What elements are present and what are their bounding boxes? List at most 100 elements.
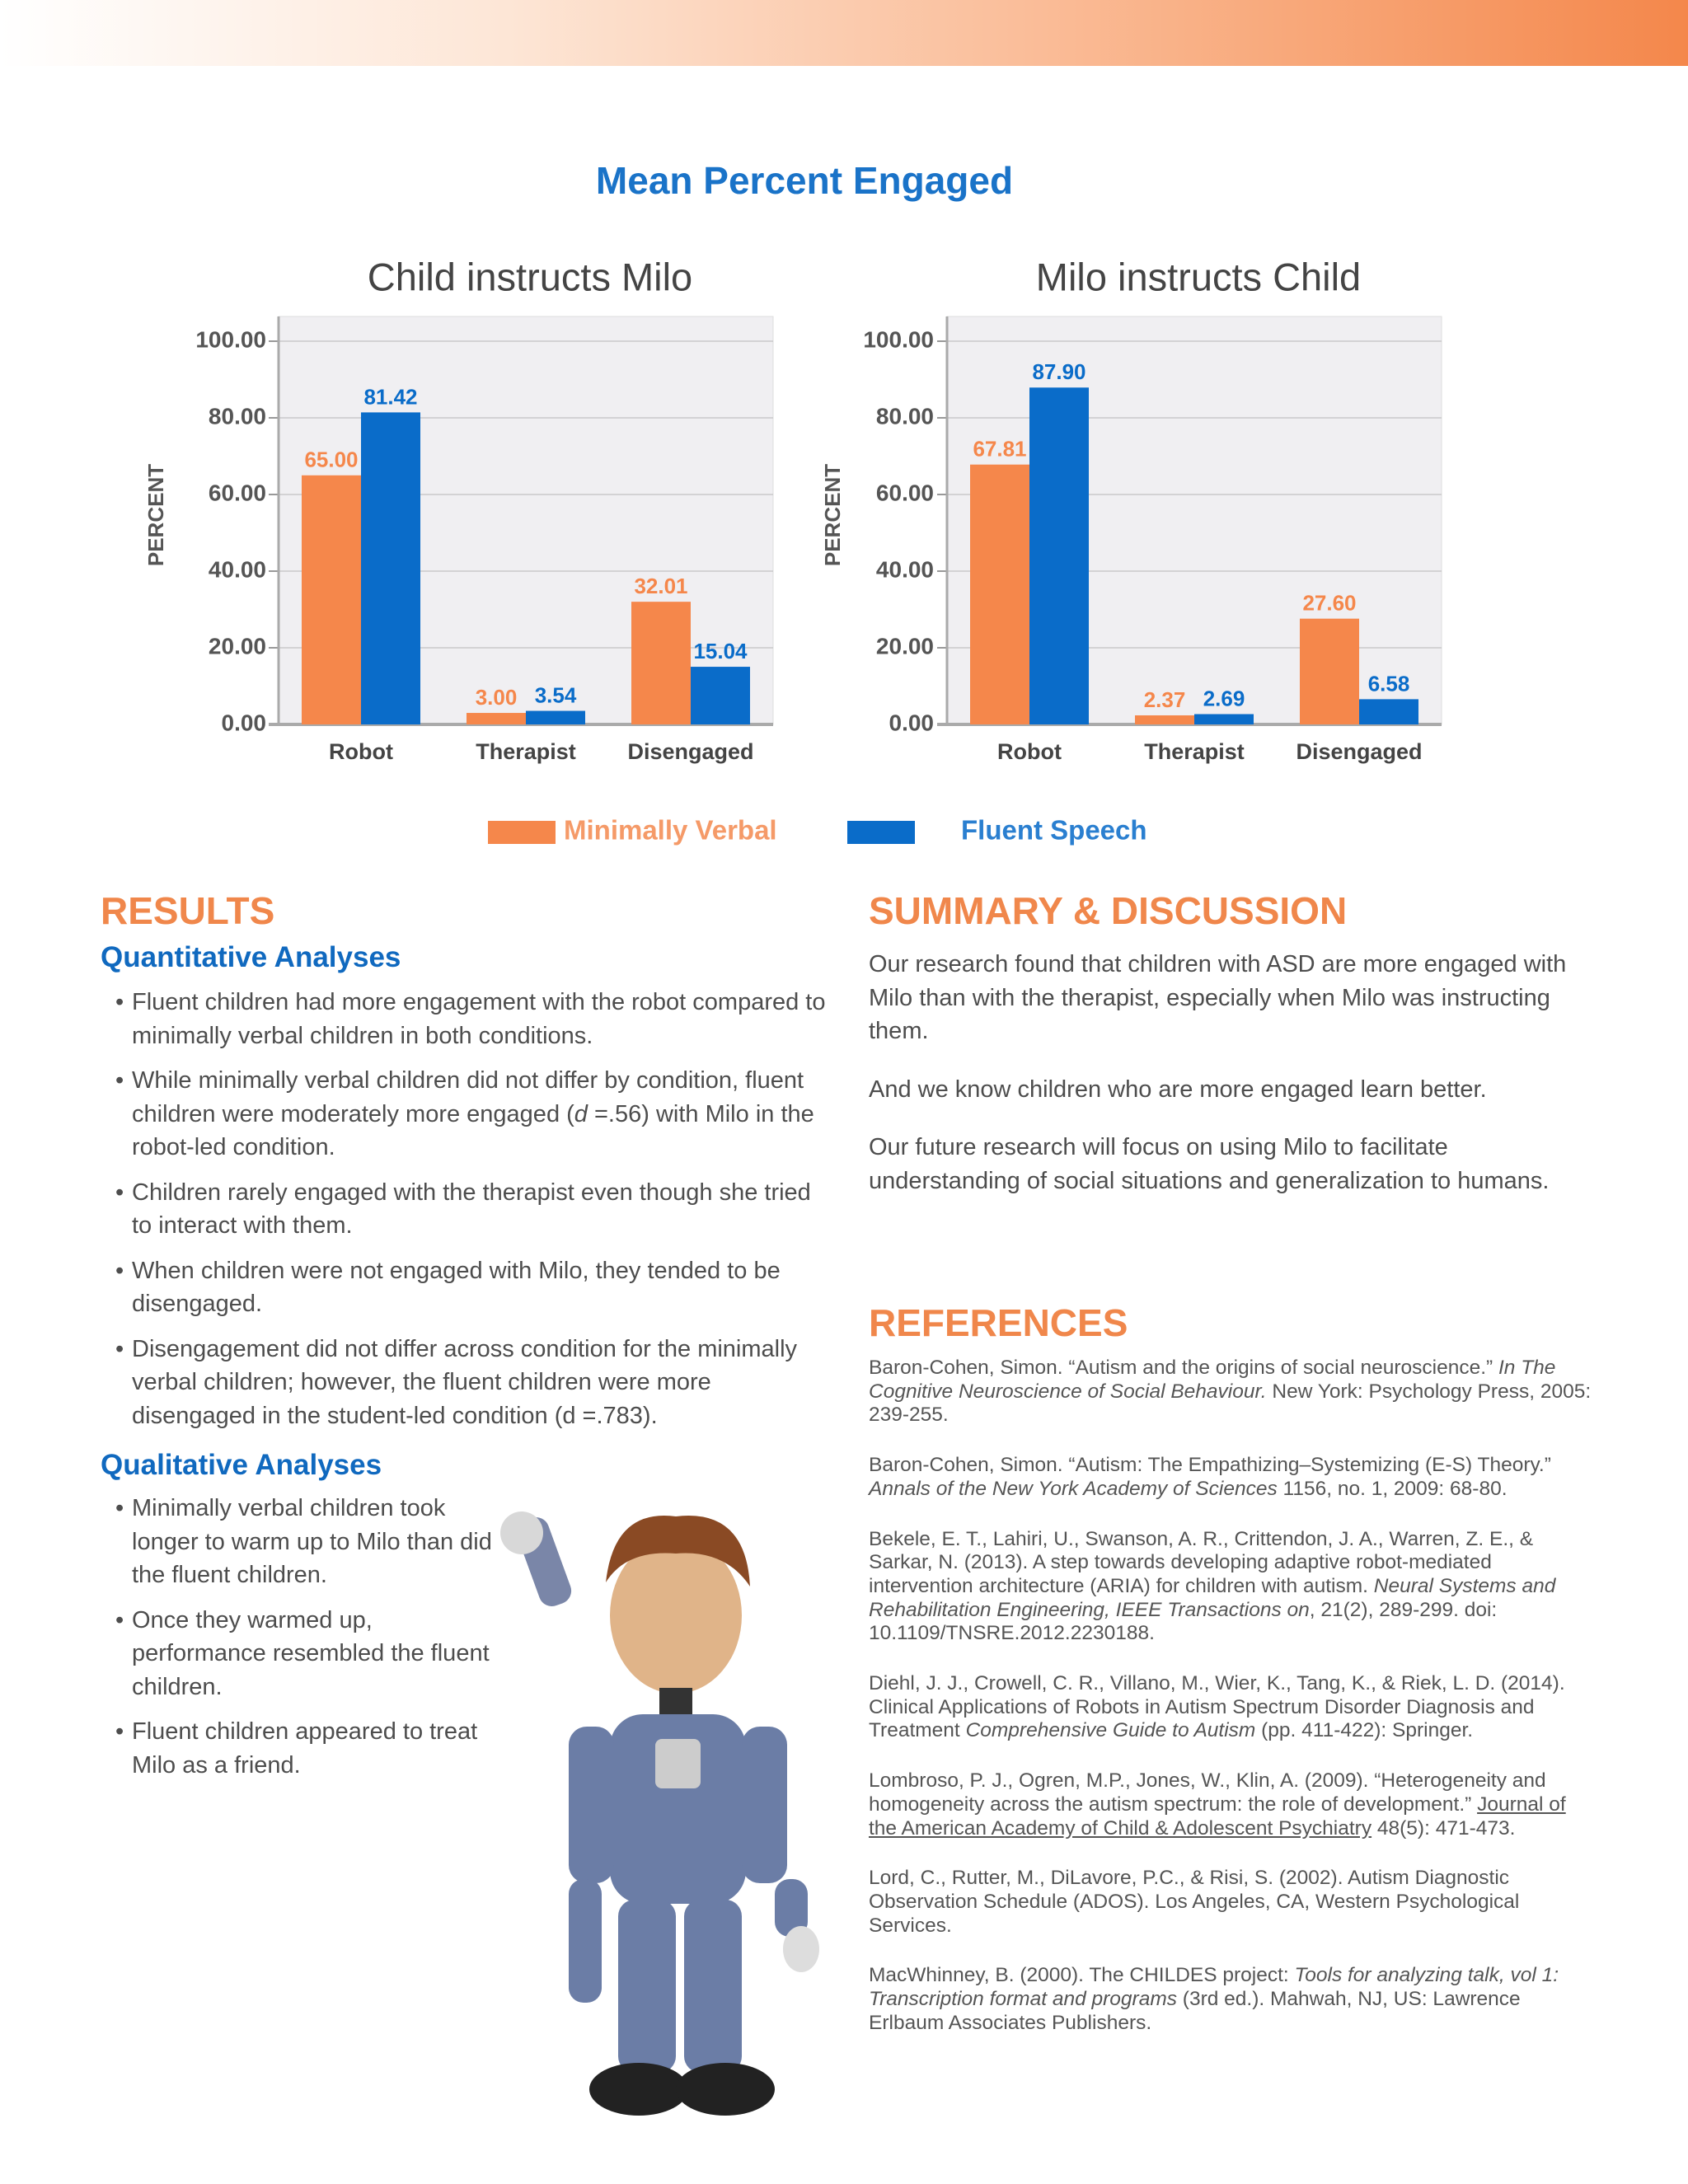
quantitative-heading: Quantitative Analyses xyxy=(101,941,401,973)
bar xyxy=(1300,618,1359,724)
y-tick-label: 20.00 xyxy=(209,633,266,658)
header-banner xyxy=(0,0,1688,66)
paragraph: Our research found that children with AS… xyxy=(869,948,1578,1048)
reference-item: Baron-Cohen, Simon. “Autism: The Empathi… xyxy=(869,1454,1594,1501)
bar xyxy=(302,475,361,724)
y-axis-label: PERCENT xyxy=(820,464,845,566)
references-section: REFERENCES Baron-Cohen, Simon. “Autism a… xyxy=(869,1301,1594,2061)
legend-label: Minimally Verbal xyxy=(564,815,777,846)
reference-item: Bekele, E. T., Lahiri, U., Swanson, A. R… xyxy=(869,1528,1594,1647)
bullet-item: Minimally verbal children took longer to… xyxy=(115,1492,496,1592)
quantitative-list: Fluent children had more engagement with… xyxy=(101,986,834,1432)
text-run: Baron-Cohen, Simon. “Autism and the orig… xyxy=(869,1357,1498,1379)
value-label: 87.90 xyxy=(1032,359,1085,384)
text-run: MacWhinney, B. (2000). The CHILDES proje… xyxy=(869,1964,1295,1987)
text-run: Annals of the New York Academy of Scienc… xyxy=(869,1477,1278,1500)
value-label: 6.58 xyxy=(1368,671,1410,696)
value-label: 2.69 xyxy=(1203,686,1245,710)
chart-title: Child instructs Milo xyxy=(368,255,692,298)
paragraph: And we know children who are more engage… xyxy=(869,1073,1578,1107)
bar xyxy=(691,667,750,724)
reference-item: Baron-Cohen, Simon. “Autism and the orig… xyxy=(869,1357,1594,1427)
bar xyxy=(1135,715,1194,724)
text-run: Fluent children had more engagement with… xyxy=(132,989,826,1049)
qualitative-list: Minimally verbal children took longer to… xyxy=(101,1492,496,1782)
text-run: Bekele, E. T., Lahiri, U., Swanson, A. R… xyxy=(869,1527,1534,1597)
value-label: 15.04 xyxy=(693,639,748,663)
y-axis-label: PERCENT xyxy=(143,464,168,566)
y-tick-label: 100.00 xyxy=(863,326,934,352)
text-run: While minimally verbal children did not … xyxy=(132,1067,804,1127)
y-tick-label: 40.00 xyxy=(876,556,934,582)
value-label: 32.01 xyxy=(634,574,687,598)
text-run: New York: Psychology Press, 2005: 239-25… xyxy=(869,1380,1592,1427)
text-run: Children rarely engaged with the therapi… xyxy=(132,1179,811,1240)
text-run: Baron-Cohen, Simon. “Autism: The Empathi… xyxy=(869,1454,1551,1477)
x-tick-label: Robot xyxy=(329,739,393,764)
text-run: Our future research will focus on using … xyxy=(869,1134,1550,1194)
x-tick-label: Disengaged xyxy=(1296,739,1422,764)
text-run: Lord, C., Rutter, M., DiLavore, P.C., & … xyxy=(869,1867,1520,1937)
text-run: Lombroso, P. J., Ogren, M.P., Jones, W.,… xyxy=(869,1769,1546,1816)
summary-text: Our research found that children with AS… xyxy=(869,948,1578,1197)
text-run: , 21(2), 289-299. doi: 10.1109/TNSRE.201… xyxy=(869,1598,1498,1645)
main-title: Mean Percent Engaged xyxy=(596,159,1013,202)
x-tick-label: Robot xyxy=(997,739,1062,764)
text-run: Journal of the American Academy of Child… xyxy=(869,1793,1566,1840)
text-run: Minimally verbal children took longer to… xyxy=(132,1495,492,1588)
text-run: =.56) with Milo in the robot-led conditi… xyxy=(132,1100,814,1161)
y-tick-label: 80.00 xyxy=(876,403,934,429)
reference-item: Lombroso, P. J., Ogren, M.P., Jones, W.,… xyxy=(869,1769,1594,1840)
bar xyxy=(526,710,585,724)
reference-item: Diehl, J. J., Crowell, C. R., Villano, M… xyxy=(869,1672,1594,1743)
text-run: In The Cognitive Neuroscience of Social … xyxy=(869,1357,1556,1403)
value-label: 81.42 xyxy=(363,384,417,409)
value-label: 3.00 xyxy=(476,685,518,710)
chart-title: Milo instructs Child xyxy=(1036,255,1361,298)
text-run: Our research found that children with AS… xyxy=(869,951,1567,1044)
results-heading: RESULTS xyxy=(101,889,275,932)
bar xyxy=(1359,699,1418,724)
y-tick-label: 60.00 xyxy=(209,480,266,505)
text-run: (pp. 411-422): Springer. xyxy=(1255,1719,1474,1742)
text-run: d xyxy=(574,1100,588,1127)
summary-heading: SUMMARY & DISCUSSION xyxy=(869,889,1348,932)
text-run: 1156, no. 1, 2009: 68-80. xyxy=(1277,1477,1507,1500)
charts: Mean Percent Engaged Child instructs Mil… xyxy=(143,159,1442,846)
y-tick-label: 100.00 xyxy=(195,326,266,352)
summary-section: SUMMARY & DISCUSSION Our research found … xyxy=(869,888,1578,1222)
legend-swatch xyxy=(488,821,556,844)
bar xyxy=(361,412,420,724)
bullet-item: Children rarely engaged with the therapi… xyxy=(115,1176,834,1243)
y-tick-label: 0.00 xyxy=(889,710,935,735)
value-label: 27.60 xyxy=(1302,591,1356,616)
bar xyxy=(970,464,1029,724)
text-run: Tools for analyzing talk, vol 1: Transcr… xyxy=(869,1964,1559,2011)
text-run: (3rd ed.). Mahwah, NJ, US: Lawrence Erlb… xyxy=(869,1988,1521,2034)
bullet-item: Once they warmed up, performance resembl… xyxy=(115,1604,496,1704)
text-run: Diehl, J. J., Crowell, C. R., Villano, M… xyxy=(869,1672,1565,1742)
bullet-item: Fluent children appeared to treat Milo a… xyxy=(115,1715,496,1782)
bar xyxy=(631,602,691,724)
bullet-item: Disengagement did not differ across cond… xyxy=(115,1333,834,1433)
bar xyxy=(1029,387,1089,724)
results-section: RESULTS Quantitative Analyses Fluent chi… xyxy=(101,888,826,1793)
bullet-item: Fluent children had more engagement with… xyxy=(115,986,834,1052)
reference-item: Lord, C., Rutter, M., DiLavore, P.C., & … xyxy=(869,1867,1594,1938)
bullet-item: When children were not engaged with Milo… xyxy=(115,1254,834,1321)
text-run: Disengagement did not differ across cond… xyxy=(132,1335,798,1429)
bar xyxy=(1194,714,1254,724)
y-tick-label: 80.00 xyxy=(209,403,266,429)
legend-swatch xyxy=(847,821,915,844)
references-heading: REFERENCES xyxy=(869,1301,1128,1344)
y-tick-label: 20.00 xyxy=(876,633,934,658)
x-tick-label: Therapist xyxy=(476,739,576,764)
y-tick-label: 0.00 xyxy=(222,710,267,735)
paragraph: Our future research will focus on using … xyxy=(869,1131,1578,1197)
value-label: 2.37 xyxy=(1144,687,1186,712)
y-tick-label: 60.00 xyxy=(876,480,934,505)
qualitative-heading: Qualitative Analyses xyxy=(101,1449,382,1481)
legend-label: Fluent Speech xyxy=(961,815,1147,846)
text-run: Neural Systems and Rehabilitation Engine… xyxy=(869,1574,1556,1621)
text-run: Once they warmed up, performance resembl… xyxy=(132,1606,490,1700)
